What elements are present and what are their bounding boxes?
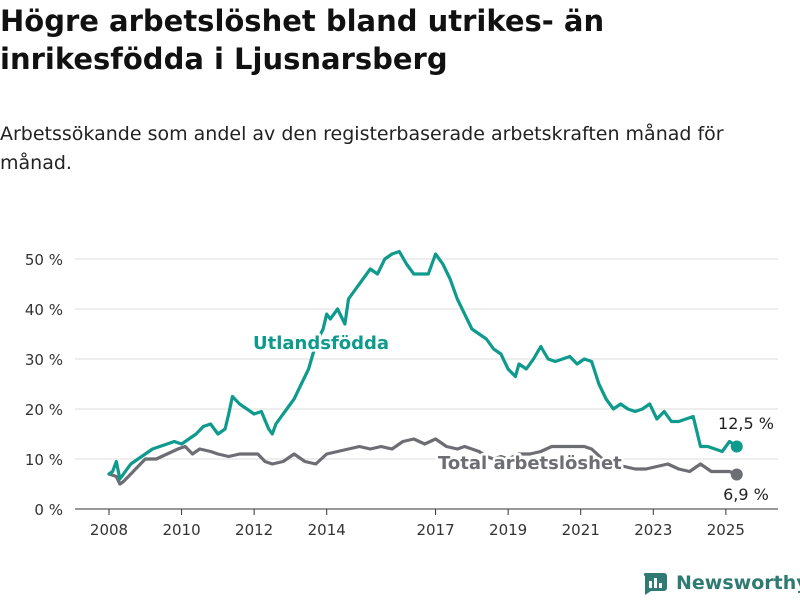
series-line-total (107, 437, 739, 486)
y-tick-label: 20 % (25, 401, 63, 419)
y-tick-label: 0 % (34, 501, 63, 519)
newsworthy-logo-icon (643, 572, 667, 595)
x-tick-label: 2019 (489, 521, 527, 539)
end-value-label-utlandsfodda: 12,5 % (718, 414, 774, 433)
x-tick-label: 2010 (162, 521, 200, 539)
x-tick-label: 2008 (90, 521, 128, 539)
x-tick-label: 2021 (562, 521, 600, 539)
series-endpoint-utlandsfodda (730, 440, 743, 453)
series-endpoint-total (730, 468, 743, 481)
brand-name: Newsworthy (676, 572, 800, 594)
x-tick-label: 2012 (235, 521, 273, 539)
series-lines (107, 249, 743, 486)
y-tick-label: 10 % (25, 451, 63, 469)
y-tick-label: 30 % (25, 351, 63, 369)
x-tick-label: 2017 (416, 521, 454, 539)
end-value-label-total: 6,9 % (723, 485, 769, 504)
y-tick-label: 50 % (25, 251, 63, 269)
x-tick-label: 2025 (707, 521, 745, 539)
y-tick-label: 40 % (25, 301, 63, 319)
series-line-utlandsfodda (107, 249, 739, 481)
series-label-utlandsfodda: Utlandsfödda (253, 333, 389, 354)
series-labels: Utlandsfödda Total arbetslöshet 12,5 % 6,9 … (251, 331, 774, 505)
gridlines (75, 258, 778, 510)
y-axis-ticks: 0 % 10 % 20 % 30 % 40 % 50 % (25, 251, 63, 519)
x-tick-label: 2014 (308, 521, 346, 539)
x-tick-label: 2023 (634, 521, 672, 539)
brand-logo: Newsworthy (642, 568, 800, 598)
chart-subtitle: Arbetssökande som andel av den registerb… (0, 123, 724, 174)
series-label-total: Total arbetslöshet (438, 453, 622, 474)
chart-title: Högre arbetslöshet bland utrikes- än inr… (0, 4, 605, 76)
x-axis-ticks: 2008 2010 2012 2014 2017 2019 2021 2023 2025 (90, 509, 745, 539)
